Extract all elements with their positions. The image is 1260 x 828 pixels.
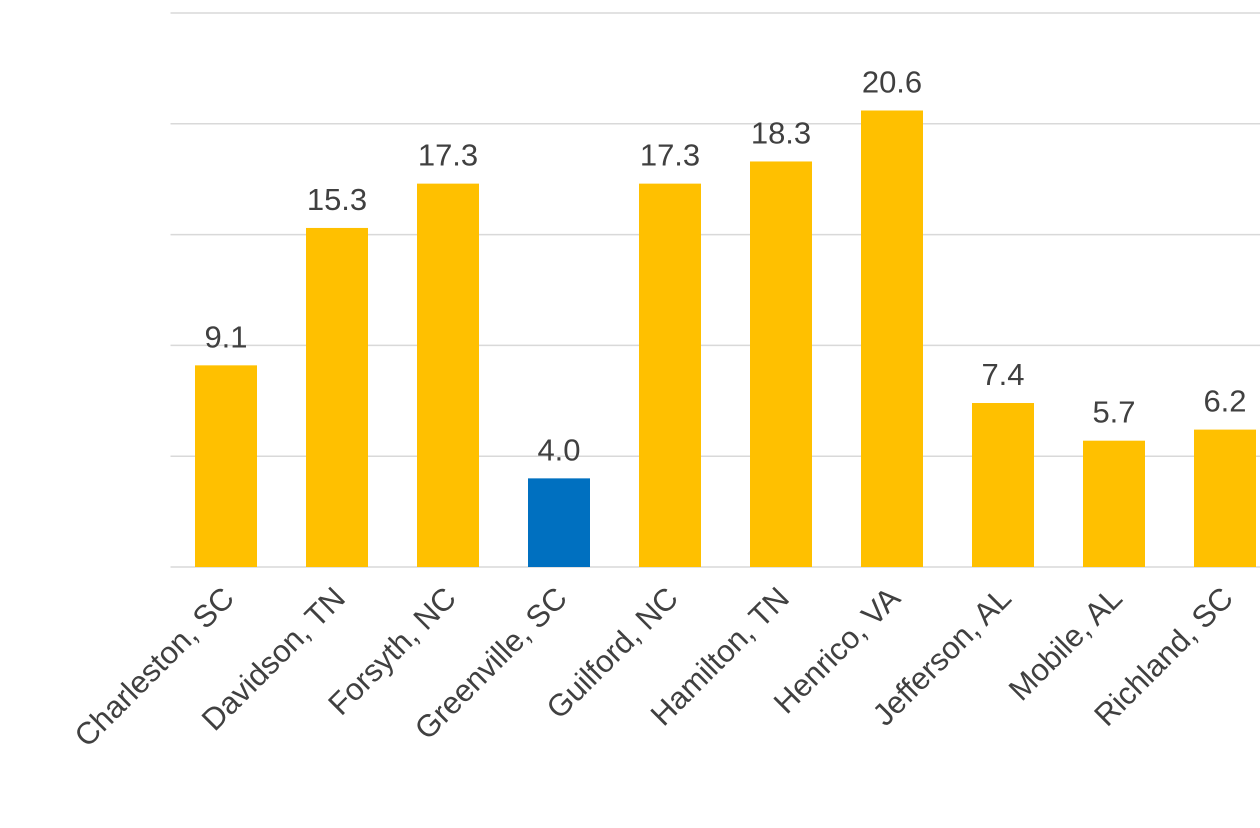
- value-label: 17.3: [640, 138, 700, 173]
- bar: [1083, 440, 1145, 567]
- value-label: 4.0: [537, 432, 580, 467]
- bar: [750, 161, 812, 568]
- value-label: 18.3: [751, 115, 811, 150]
- value-label: 7.4: [981, 357, 1024, 392]
- value-label: 9.1: [204, 319, 247, 354]
- bar: [195, 365, 257, 567]
- bar: [861, 110, 923, 567]
- value-label: 15.3: [307, 182, 367, 217]
- value-label: 5.7: [1092, 395, 1135, 430]
- bar: [1194, 429, 1256, 567]
- bar: [528, 478, 590, 567]
- bar: [972, 403, 1034, 567]
- value-label: 20.6: [862, 65, 922, 100]
- value-label: 6.2: [1203, 384, 1246, 419]
- bar: [417, 183, 479, 567]
- value-label: 17.3: [418, 138, 478, 173]
- bar: [306, 227, 368, 567]
- bar: [639, 183, 701, 567]
